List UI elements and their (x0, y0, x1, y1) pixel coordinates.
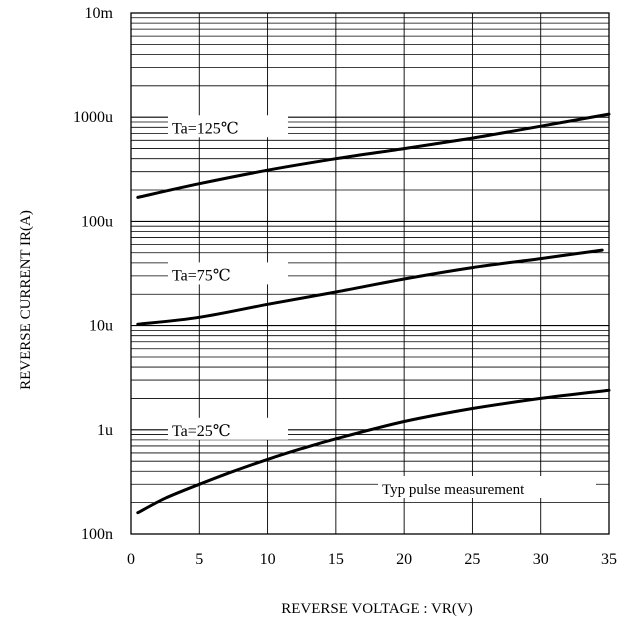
x-tick-label: 10 (260, 551, 276, 568)
series-line-0 (136, 112, 611, 199)
y-axis-label: REVERSE CURRENT IR(A) (18, 210, 34, 390)
tick-labels: 0 5 10 15 20 25 30 35 100n 1u 10u 100u 1000u 10m (73, 5, 617, 568)
y-tick-label: 1u (97, 422, 113, 439)
x-tick-label: 20 (396, 551, 412, 568)
plot-frame (130, 12, 610, 535)
y-tick-label: 10m (85, 5, 114, 22)
annotations: Typ pulse measurement (378, 476, 596, 498)
series-label: Ta=75℃ (172, 267, 231, 284)
x-tick-label: 5 (195, 551, 203, 568)
curves (136, 112, 611, 515)
curve-labels: Ta=125℃ Ta=75℃ Ta=25℃ (167, 115, 288, 440)
grid (130, 12, 610, 535)
annotation-box (378, 476, 596, 498)
x-tick-label: 0 (127, 551, 135, 568)
x-tick-label: 30 (533, 551, 549, 568)
series-line-2 (136, 388, 611, 515)
series-label-box (167, 262, 288, 285)
series-label: Ta=25℃ (172, 423, 231, 440)
series-label: Ta=125℃ (172, 120, 239, 137)
y-tick-label: 1000u (73, 109, 113, 126)
annotation-text: Typ pulse measurement (382, 482, 525, 498)
series-line-1 (136, 248, 604, 326)
series-label-box (167, 417, 288, 440)
x-tick-label: 25 (464, 551, 480, 568)
y-tick-label: 10u (89, 318, 113, 335)
x-axis-label: REVERSE VOLTAGE : VR(V) (281, 601, 472, 617)
series-label-box (167, 115, 288, 138)
y-tick-label: 100n (81, 526, 113, 543)
x-tick-label: 35 (601, 551, 617, 568)
x-tick-label: 15 (328, 551, 344, 568)
y-tick-label: 100u (81, 213, 113, 230)
